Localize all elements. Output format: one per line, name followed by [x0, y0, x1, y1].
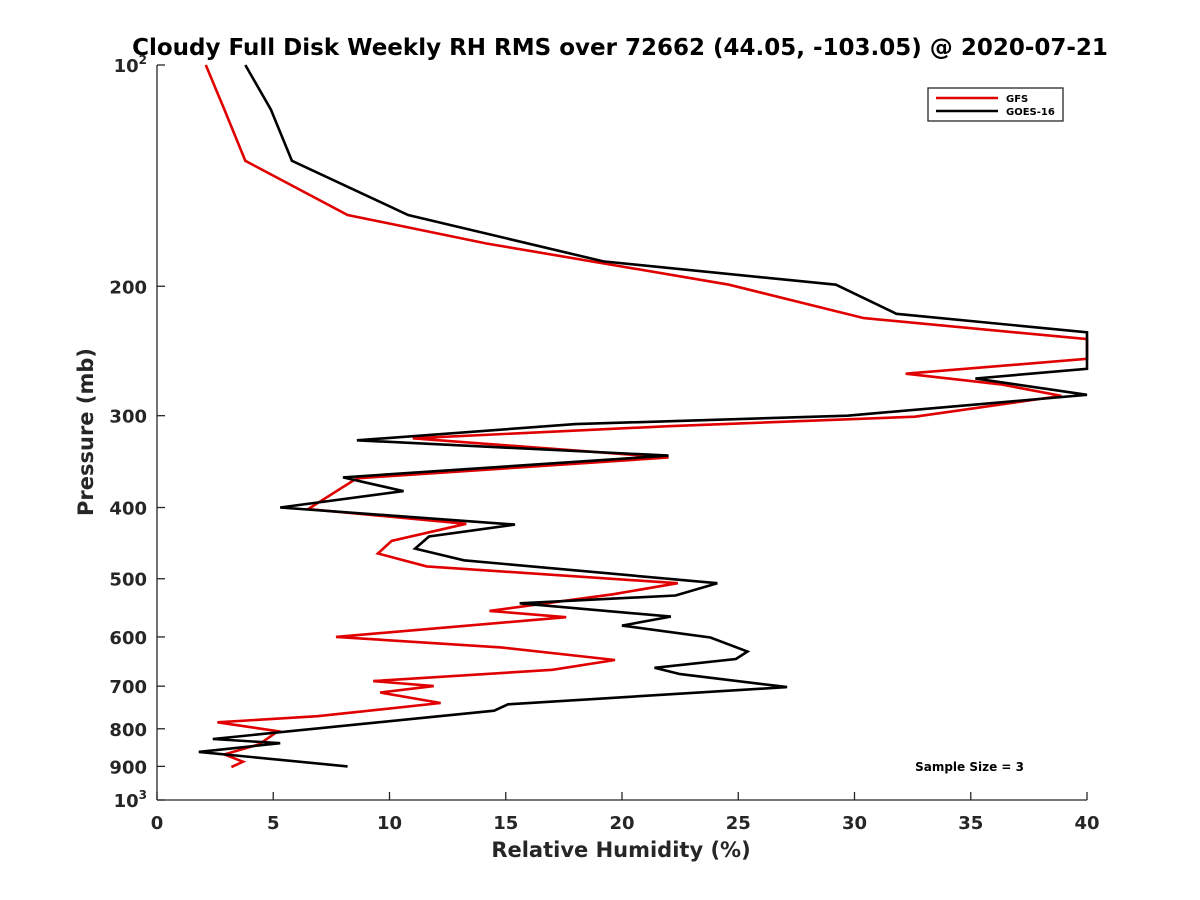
sample-size-annotation: Sample Size = 3 [915, 760, 1024, 774]
x-tick-label: 25 [726, 813, 751, 834]
series-line-goes-16 [198, 64, 1089, 768]
y-tick-label: 200 [109, 277, 147, 298]
y-tick-label: 600 [109, 628, 147, 649]
x-tick-label: 0 [151, 813, 164, 834]
y-tick-label: 102 [114, 53, 147, 77]
chart-title: Cloudy Full Disk Weekly RH RMS over 7266… [132, 35, 1108, 61]
y-axis-label: Pressure (mb) [74, 348, 98, 516]
y-tick-label: 103 [114, 788, 147, 812]
x-axis-label: Relative Humidity (%) [491, 838, 750, 862]
x-tick-label: 30 [842, 813, 867, 834]
y-tick-label: 700 [109, 677, 147, 698]
x-tick-label: 40 [1074, 813, 1099, 834]
x-tick-label: 35 [958, 813, 983, 834]
legend-label: GFS [1006, 94, 1028, 105]
x-tick-label: 10 [377, 813, 402, 834]
plot-area: 0 5 10 15 20 25 30 35 40 102 200 300 400 500 600 700 800… [109, 53, 1099, 834]
y-tick-label: 300 [109, 407, 147, 428]
legend-label: GOES-16 [1006, 107, 1055, 118]
x-tick-label: 5 [267, 813, 280, 834]
x-tick-label: 20 [609, 813, 634, 834]
x-tick-label: 15 [493, 813, 518, 834]
y-tick-label: 900 [109, 757, 147, 778]
legend: GFS GOES-16 [927, 87, 1064, 122]
legend-box [927, 87, 1064, 122]
y-tick-label: 800 [109, 720, 147, 741]
y-tick-label: 400 [109, 499, 147, 520]
y-tick-label: 500 [109, 570, 147, 591]
series-line-gfs [204, 64, 1089, 769]
